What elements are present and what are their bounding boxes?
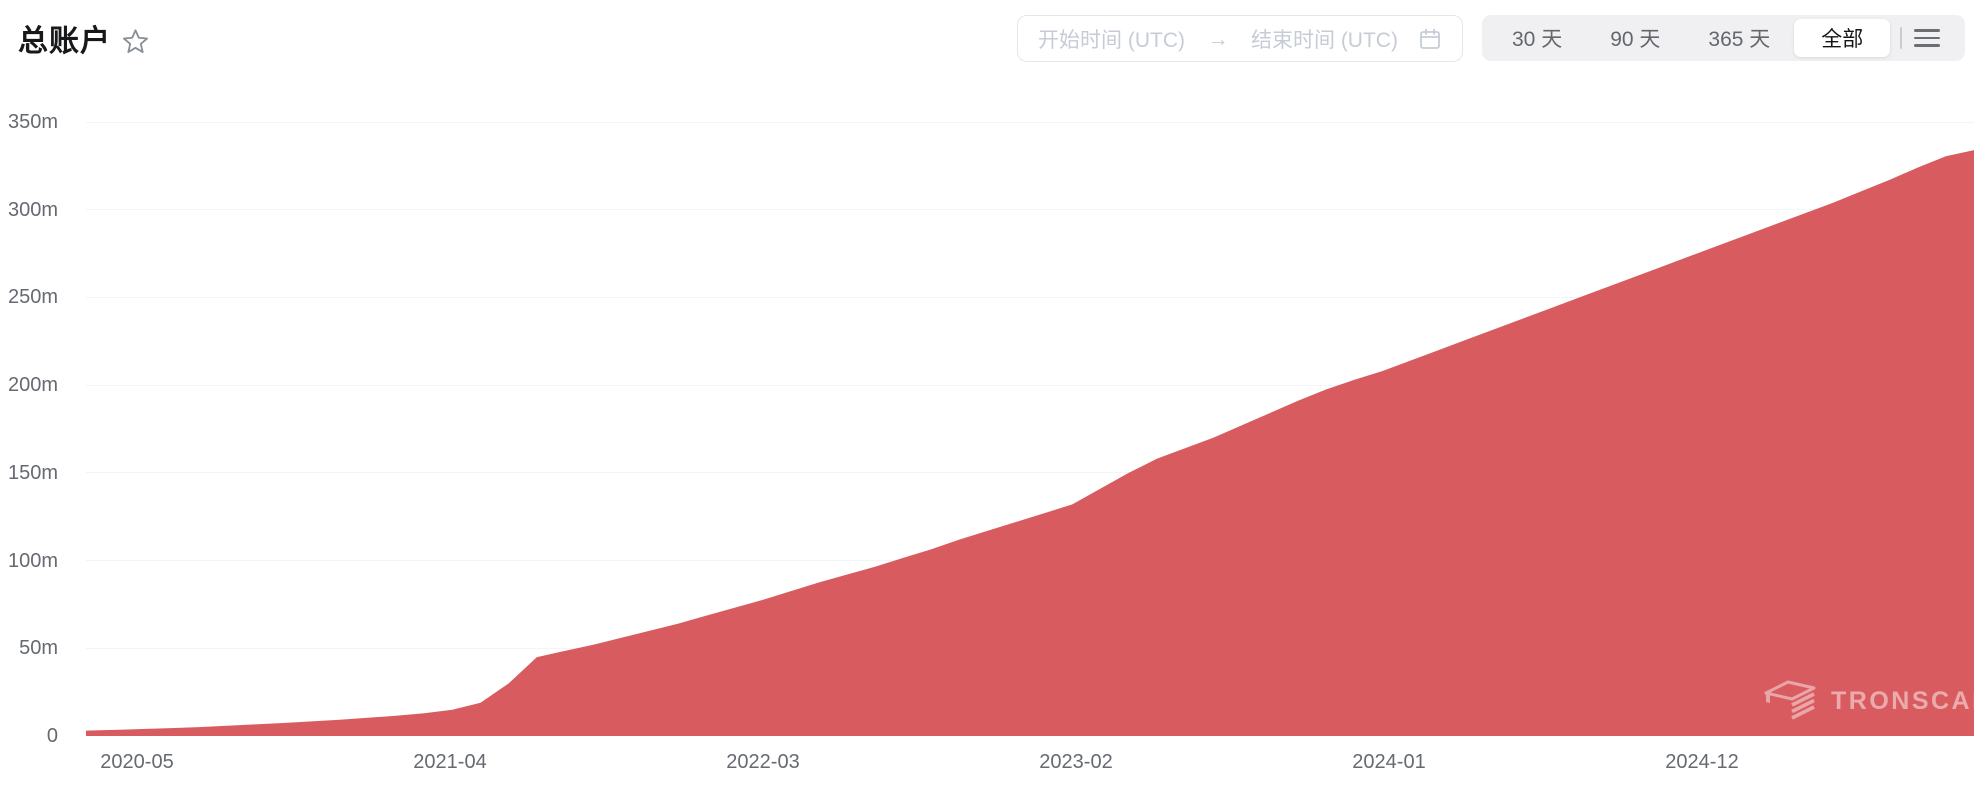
x-tick-label-2024-01: 2024-01 xyxy=(1352,751,1426,773)
x-tick-label-2020-05: 2020-05 xyxy=(100,751,174,773)
y-tick-label-100m: 100m xyxy=(7,549,58,572)
range-button-all[interactable]: 全部 xyxy=(1794,19,1891,57)
x-tick-label-2023-02: 2023-02 xyxy=(1039,751,1113,773)
y-tick-label-300m: 300m xyxy=(7,198,58,221)
y-tick-label-250m: 250m xyxy=(7,286,58,309)
grid-line-150m xyxy=(86,472,1974,474)
x-tick-label-2021-04: 2021-04 xyxy=(413,751,487,773)
end-time-input[interactable]: 结束时间 (UTC) xyxy=(1250,28,1398,52)
y-tick-label-150m: 150m xyxy=(7,461,58,484)
start-time-input[interactable]: 开始时间 (UTC) xyxy=(1038,28,1185,52)
page-title: 总账户 xyxy=(18,25,111,58)
range-button-30-days[interactable]: 30 天 xyxy=(1488,19,1586,57)
grid-line-300m xyxy=(86,209,1974,211)
x-tick-label-2024-12: 2024-12 xyxy=(1665,751,1739,773)
arrow-right-icon: → xyxy=(1206,25,1229,51)
x-tick-label-2022-03: 2022-03 xyxy=(726,751,800,773)
favorite-star-icon[interactable] xyxy=(122,28,149,55)
y-tick-label-0: 0 xyxy=(46,725,58,747)
calendar-icon[interactable] xyxy=(1418,27,1442,51)
grid-line-250m xyxy=(86,296,1974,298)
y-tick-label-350m: 350m xyxy=(7,111,58,133)
chart-menu-button[interactable] xyxy=(1914,25,1941,51)
range-button-365-days[interactable]: 365 天 xyxy=(1684,19,1794,57)
date-range-picker[interactable]: 开始时间 (UTC) → 结束时间 (UTC) xyxy=(1017,15,1463,62)
range-toolbar: 30 天 90 天 365 天全部 xyxy=(1482,15,1965,61)
grid-line-200m xyxy=(86,384,1974,386)
range-button-90-days[interactable]: 90 天 xyxy=(1586,19,1684,57)
y-tick-label-200m: 200m xyxy=(7,374,58,397)
range-button-group: 30 天 90 天 365 天全部 xyxy=(1488,19,1891,57)
y-tick-label-50m: 50m xyxy=(19,637,58,660)
toolbar-divider xyxy=(1900,27,1903,49)
grid-line-350m xyxy=(86,121,1974,123)
